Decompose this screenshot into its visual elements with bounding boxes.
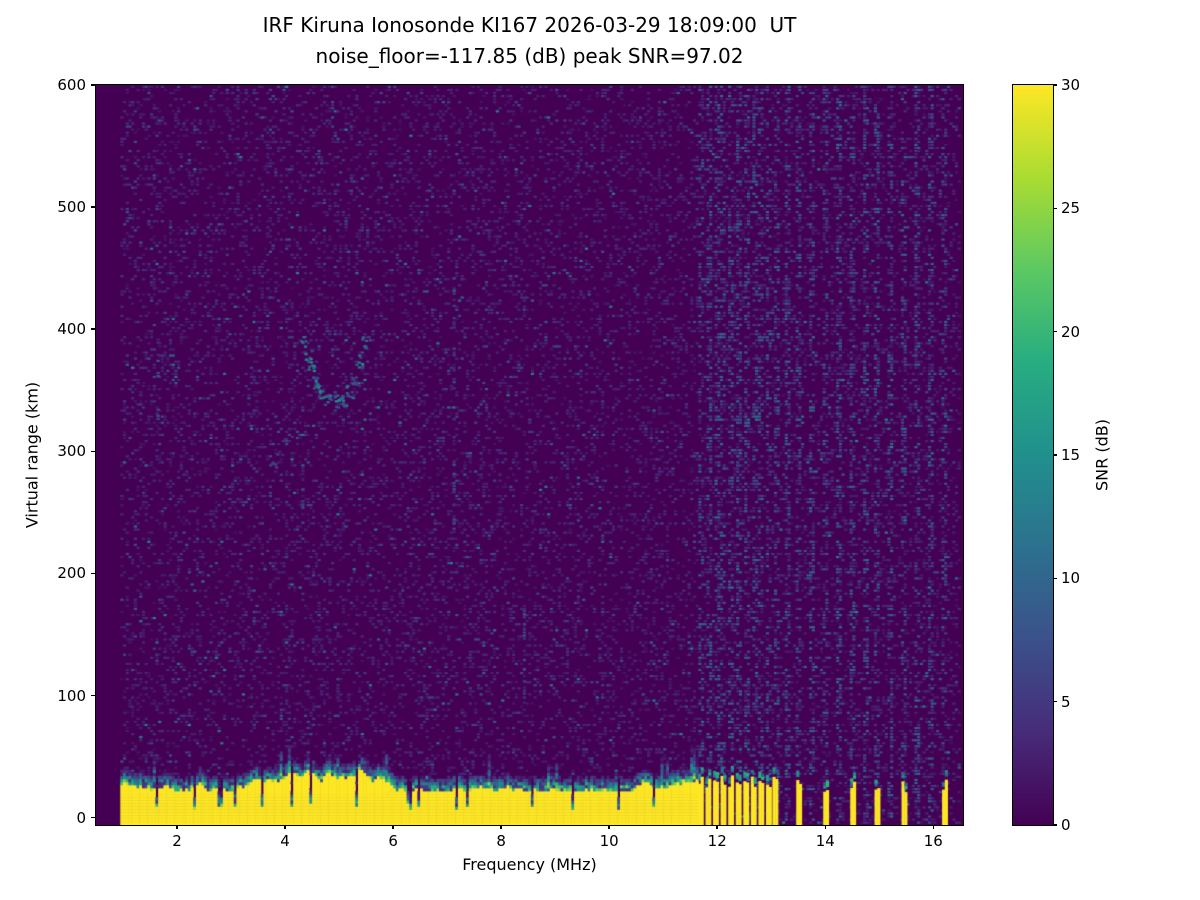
- y-tick-label: 100: [57, 686, 86, 705]
- ionogram-heatmap: [96, 85, 963, 825]
- x-tick-mark: [824, 825, 826, 829]
- y-tick-label: 200: [57, 564, 86, 583]
- x-tick-label: 6: [388, 832, 398, 850]
- colorbar-tick-mark: [1053, 454, 1057, 456]
- y-tick-mark: [91, 694, 95, 697]
- x-tick-label: 10: [599, 832, 619, 850]
- y-tick-mark: [91, 450, 95, 453]
- colorbar-tick-label: 20: [1061, 322, 1081, 341]
- x-axis-label: Frequency (MHz): [462, 855, 597, 874]
- y-tick-label: 500: [57, 198, 86, 217]
- colorbar-tick-label: 25: [1061, 199, 1081, 218]
- colorbar-tick-label: 0: [1061, 816, 1071, 834]
- colorbar-tick-mark: [1053, 700, 1057, 703]
- chart-title-line2: noise_floor=-117.85 (dB) peak SNR=97.02: [315, 44, 744, 68]
- colorbar-tick-label: 5: [1061, 692, 1071, 711]
- x-tick-mark: [500, 825, 502, 829]
- x-tick-mark: [284, 825, 286, 829]
- y-tick-label: 0: [76, 808, 86, 827]
- x-tick-mark: [716, 825, 718, 829]
- y-tick-label: 300: [57, 442, 86, 461]
- colorbar-tick-mark: [1053, 577, 1057, 580]
- colorbar-tick-label: 15: [1061, 446, 1081, 464]
- colorbar: [1012, 84, 1054, 826]
- y-tick-label: 600: [57, 76, 86, 94]
- colorbar-label: SNR (dB): [1092, 419, 1112, 491]
- y-tick-mark: [91, 328, 95, 330]
- x-tick-label: 4: [280, 832, 290, 850]
- y-tick-label: 400: [57, 320, 86, 339]
- colorbar-tick-label: 10: [1061, 569, 1081, 588]
- colorbar-tick-mark: [1053, 330, 1057, 333]
- x-tick-label: 2: [172, 832, 182, 850]
- chart-title: IRF Kiruna Ionosonde KI167 2026-03-29 18…: [96, 10, 963, 72]
- plot-area: [95, 84, 964, 826]
- x-tick-mark: [176, 825, 178, 829]
- y-axis-label: Virtual range (km): [22, 381, 42, 529]
- colorbar-tick-label: 30: [1061, 76, 1081, 94]
- y-tick-mark: [91, 572, 95, 575]
- colorbar-tick-mark: [1053, 207, 1057, 210]
- x-tick-label: 16: [923, 832, 943, 850]
- x-tick-mark: [392, 825, 394, 829]
- x-tick-mark: [932, 825, 935, 829]
- colorbar-gradient: [1013, 85, 1053, 825]
- colorbar-tick-mark: [1053, 84, 1057, 86]
- chart-title-line1: IRF Kiruna Ionosonde KI167 2026-03-29 18…: [262, 13, 797, 37]
- colorbar-tick-mark: [1053, 824, 1057, 826]
- x-tick-mark: [608, 825, 610, 829]
- x-tick-label: 14: [815, 832, 835, 850]
- y-tick-mark: [91, 84, 95, 86]
- x-tick-label: 12: [707, 832, 727, 850]
- x-tick-label: 8: [496, 832, 506, 850]
- y-tick-mark: [91, 816, 95, 819]
- y-tick-mark: [91, 206, 95, 208]
